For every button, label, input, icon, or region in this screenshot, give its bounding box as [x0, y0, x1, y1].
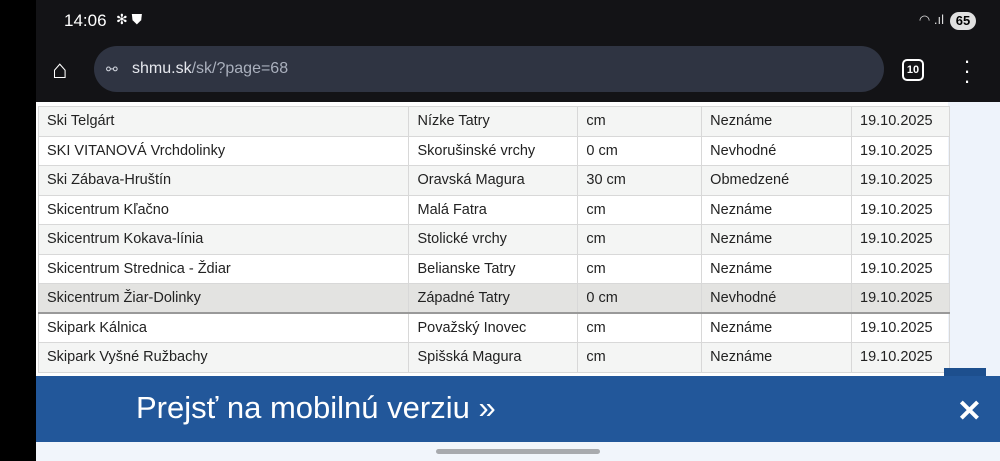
table-row: Skipark Vyšné Ružbachy Spišská Magura cm Ne… [37, 342, 950, 373]
table-cell: cm [577, 224, 703, 255]
table-cell: Považský Inovec [408, 312, 579, 343]
table-cell: Nevhodné [701, 135, 852, 166]
ski-resort-table: Ski Telgárt Nízke Tatry cm Neznáme 19.10.202… [37, 106, 950, 373]
browser-toolbar: ⌂ ⚯ shmu.sk/sk/?page=68 10 · · · [36, 40, 1000, 102]
table-cell: Oravská Magura [408, 165, 579, 196]
table-cell: 19.10.2025 [851, 342, 950, 373]
table-cell: Neznáme [701, 253, 852, 284]
table-cell: Stolické vrchy [408, 224, 579, 255]
table-row: Skipark Kálnica Považský Inovec cm Neznáme 1… [37, 312, 950, 343]
close-icon[interactable]: ✕ [956, 395, 982, 428]
table-cell: Neznáme [701, 312, 852, 343]
site-settings-icon[interactable]: ⚯ [106, 61, 118, 77]
table-cell: 0 cm [577, 283, 703, 314]
fan-icon: ✻ [116, 11, 128, 27]
table-row: Skicentrum Kľačno Malá Fatra cm Neznáme 19.1… [37, 194, 950, 225]
table-cell: Obmedzené [701, 165, 852, 196]
wifi-signal-icon: ◠ .ıl [918, 12, 944, 27]
battery-indicator: 65 [950, 12, 976, 30]
table-cell: Skipark Kálnica [37, 312, 410, 343]
table-cell: Neznáme [701, 106, 852, 137]
table-cell: 19.10.2025 [851, 106, 950, 137]
table-row: Skicentrum Strednica - Ždiar Belianske Ta… [37, 253, 950, 284]
more-menu-icon[interactable]: · · · [963, 48, 971, 93]
table-cell: cm [577, 342, 703, 373]
gesture-bar [36, 442, 1000, 461]
table-cell: cm [577, 253, 703, 284]
table-cell: Ski Zábava-Hruštín [37, 165, 410, 196]
table-row: SKI VITANOVÁ Vrchdolinky Skorušinské vrch… [37, 135, 950, 166]
table-cell: Skicentrum Kokava-línia [37, 224, 410, 255]
table-cell: Neznáme [701, 224, 852, 255]
table-cell: 0 cm [577, 135, 703, 166]
table-row: Skicentrum Žiar-Dolinky Západné Tatry 0 cm… [37, 283, 950, 314]
table-cell: Ski Telgárt [37, 106, 410, 137]
table-cell: Neznáme [701, 342, 852, 373]
shield-icon: ⛊ [131, 11, 143, 27]
table-row: Skicentrum Kokava-línia Stolické vrchy cm N… [37, 224, 950, 255]
table-cell: Nízke Tatry [408, 106, 579, 137]
table-cell: Skipark Vyšné Ružbachy [37, 342, 410, 373]
table-cell: Skicentrum Strednica - Ždiar [37, 253, 410, 284]
table-cell: Belianske Tatry [408, 253, 579, 284]
table-cell: 19.10.2025 [851, 165, 950, 196]
table-cell: 19.10.2025 [851, 312, 950, 343]
address-bar[interactable]: ⚯ shmu.sk/sk/?page=68 [94, 46, 884, 92]
table-cell: Západné Tatry [408, 283, 579, 314]
table-cell: 19.10.2025 [851, 194, 950, 225]
table-cell: Nevhodné [701, 283, 852, 314]
table-cell: cm [577, 194, 703, 225]
table-cell: 19.10.2025 [851, 253, 950, 284]
table-cell: cm [577, 312, 703, 343]
table-cell: 30 cm [577, 165, 703, 196]
table-row: Ski Zábava-Hruštín Oravská Magura 30 cm Obm… [37, 165, 950, 196]
url-path: /sk/?page=68 [191, 60, 289, 77]
mobile-version-link[interactable]: Prejsť na mobilnú verziu » [136, 390, 496, 425]
phone-screen: 14:06 ✻ ⛊ ◠ .ıl 65 ⌂ ⚯ shmu.sk/sk/?page=… [36, 0, 1000, 461]
mobile-version-banner[interactable]: Prejsť na mobilnú verziu » ✕ [36, 376, 1000, 442]
scroll-top-button[interactable] [944, 368, 986, 378]
table-cell: Skorušinské vrchy [408, 135, 579, 166]
clock: 14:06 [64, 11, 107, 30]
home-handle[interactable] [436, 449, 600, 454]
table-row: Ski Telgárt Nízke Tatry cm Neznáme 19.10.202… [37, 106, 950, 137]
home-icon[interactable]: ⌂ [52, 54, 68, 84]
status-bar: 14:06 ✻ ⛊ ◠ .ıl 65 [36, 0, 1000, 40]
table-cell: Skicentrum Kľačno [37, 194, 410, 225]
table-cell: Spišská Magura [408, 342, 579, 373]
table-cell: SKI VITANOVÁ Vrchdolinky [37, 135, 410, 166]
table-cell: Neznáme [701, 194, 852, 225]
table-cell: 19.10.2025 [851, 224, 950, 255]
table-cell: 19.10.2025 [851, 135, 950, 166]
tab-switcher-button[interactable]: 10 [902, 59, 924, 81]
url-host: shmu.sk [132, 60, 192, 77]
table-cell: Malá Fatra [408, 194, 579, 225]
table-cell: 19.10.2025 [851, 283, 950, 314]
table-cell: Skicentrum Žiar-Dolinky [37, 283, 410, 314]
table-cell: cm [577, 106, 703, 137]
